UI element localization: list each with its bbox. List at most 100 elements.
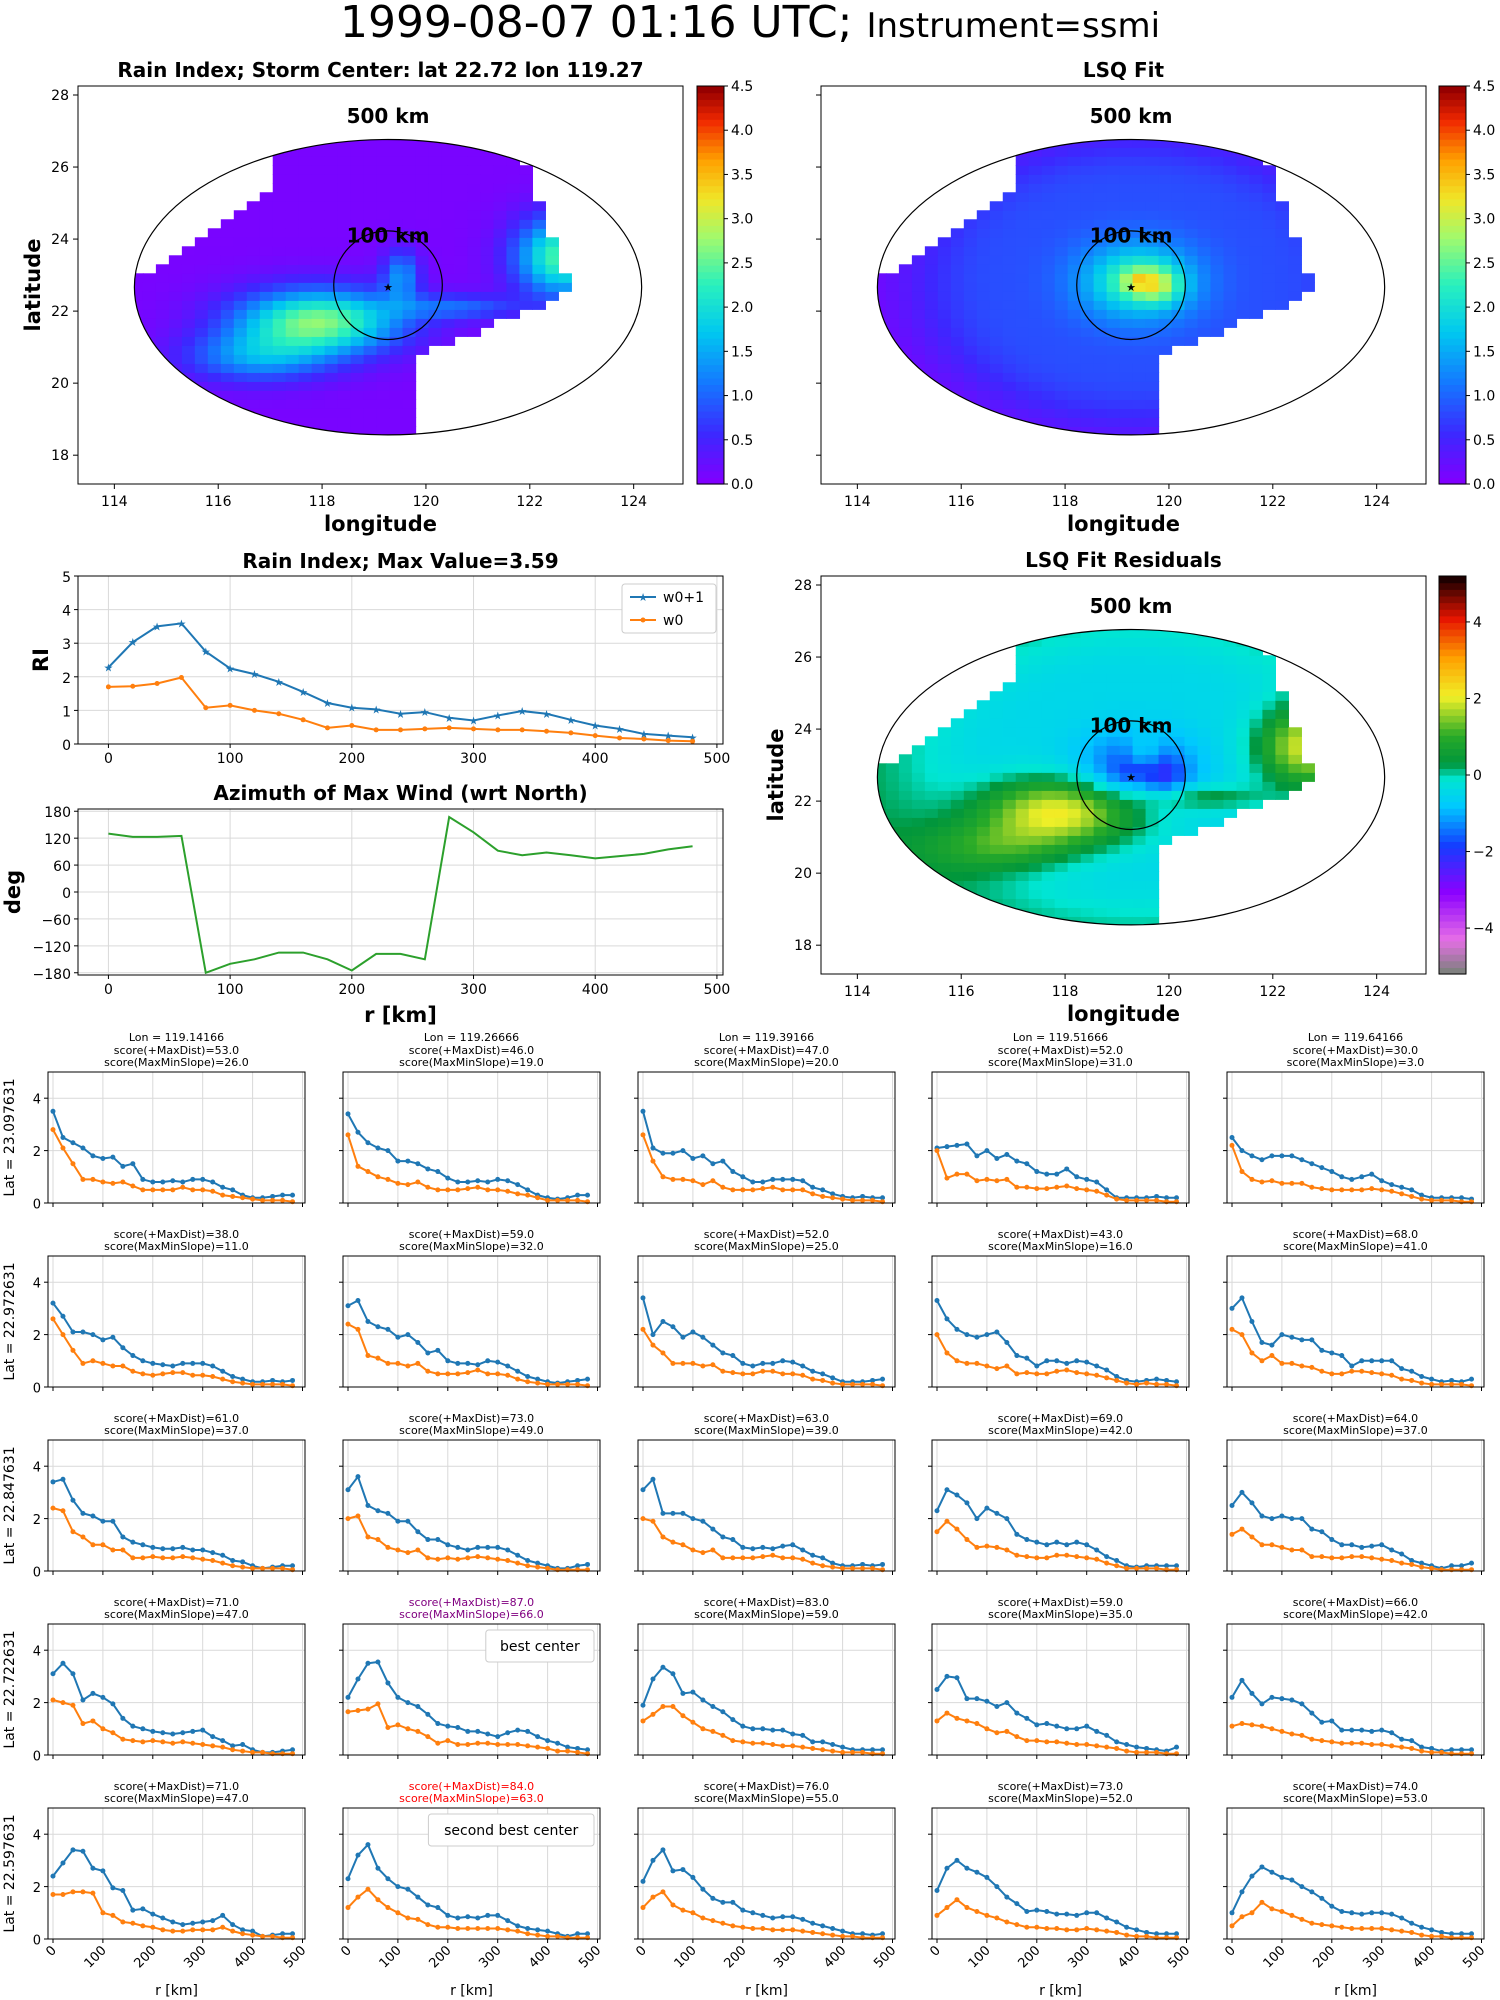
- w0p1-point: [455, 1179, 461, 1185]
- w0p1-point: [220, 1368, 226, 1374]
- map-rain-index-cells: [134, 139, 572, 435]
- w0-point: [1044, 1186, 1050, 1192]
- w0-point: [545, 1933, 551, 1939]
- w0-point: [780, 1187, 786, 1193]
- w0p1-point: [670, 1510, 676, 1516]
- y-tick-label: 1: [62, 704, 71, 720]
- panel-score-maxdist: score(+MaxDist)=30.0: [1293, 1044, 1418, 1057]
- panel-r1-c0-grid: [48, 1256, 305, 1388]
- w0p1-point: [425, 1711, 431, 1717]
- w0p1-point: [1024, 1355, 1030, 1361]
- w0-point: [190, 1740, 196, 1746]
- w0p1-point: [974, 1516, 980, 1522]
- w0-point: [465, 1742, 471, 1748]
- w0-point: [820, 1563, 826, 1569]
- y-tick-label: 120: [44, 832, 71, 848]
- w0-point: [422, 726, 428, 732]
- w0p1-point: [200, 1727, 206, 1733]
- w0p1-point: [1014, 1901, 1020, 1907]
- y-tick-label: 24: [794, 722, 812, 738]
- w0-point: [860, 1749, 866, 1755]
- w0p1-point: [515, 1727, 521, 1733]
- w0p1-point: [760, 1360, 766, 1366]
- w0-point: [974, 1360, 980, 1366]
- w0-point: [974, 1721, 980, 1727]
- panel-r3-c1-frame: [342, 1623, 601, 1756]
- w0p1-point: [1319, 1347, 1325, 1353]
- w0p1-point: [445, 1358, 451, 1364]
- w0-point: [160, 1187, 166, 1193]
- w0p1-point: [495, 1176, 501, 1182]
- w0-point: [495, 1187, 501, 1193]
- w0p1-point: [525, 1728, 531, 1734]
- w0-point: [700, 1182, 706, 1188]
- w0p1-point: [375, 1865, 381, 1871]
- w0p1-point: [690, 1329, 696, 1335]
- w0-point: [150, 1372, 156, 1378]
- w0-point: [760, 1554, 766, 1560]
- w0-point: [1429, 1197, 1435, 1203]
- w0-point: [395, 1360, 401, 1366]
- w0-point: [485, 1555, 491, 1561]
- w0p1-point: [505, 1178, 511, 1184]
- w0p1-line: [642, 1111, 883, 1199]
- w0p1-point: [130, 1539, 136, 1545]
- w0-point: [471, 726, 477, 732]
- w0p1-point: ★: [420, 706, 430, 719]
- w0-point: [465, 1926, 471, 1932]
- w0p1-point: [1004, 1894, 1010, 1900]
- chart-legend: ★ w0+1w0: [621, 583, 717, 634]
- w0p1-point: [455, 1915, 461, 1921]
- w0-point: [160, 1371, 166, 1377]
- w0p1-point: [80, 1697, 86, 1703]
- w0p1-point: [1299, 1516, 1305, 1522]
- w0-point: [670, 1902, 676, 1908]
- x-tick-label: 116: [948, 984, 975, 1000]
- w0-point: [170, 1928, 176, 1934]
- w0p1-point: [680, 1867, 686, 1873]
- w0-point: [1269, 1726, 1275, 1732]
- w0-point: [1299, 1363, 1305, 1369]
- w0-point: [120, 1919, 126, 1925]
- w0p1-point: [830, 1560, 836, 1566]
- w0p1-point: [1309, 1337, 1315, 1343]
- w0-point: [1289, 1180, 1295, 1186]
- w0p1-point: [820, 1923, 826, 1929]
- w0-point: [455, 1556, 461, 1562]
- panel-score-maxminslope: score(MaxMinSlope)=16.0: [988, 1240, 1133, 1253]
- w0p1-point: [700, 1886, 706, 1892]
- w0-point: [250, 1196, 256, 1202]
- w0-line: [1231, 1901, 1472, 1939]
- w0-point: [555, 1381, 561, 1387]
- w0p1-point: [1014, 1710, 1020, 1716]
- w0-point: [690, 1719, 696, 1725]
- w0p1-point: [680, 1148, 686, 1154]
- w0p1-point: [415, 1529, 421, 1535]
- w0-point: [1239, 1169, 1245, 1175]
- map-xlabel: longitude: [1067, 512, 1180, 536]
- w0-point: [200, 1372, 206, 1378]
- w0p1-point: [1114, 1558, 1120, 1564]
- w0-point: [565, 1381, 571, 1387]
- w0-point: [720, 1184, 726, 1190]
- colorbar-tick-label: 3.5: [731, 167, 753, 183]
- w0-point: [1349, 1368, 1355, 1374]
- w0p1-point: [395, 1334, 401, 1340]
- colorbar-tick-label: 2: [1473, 691, 1482, 707]
- w0p1-point: [1229, 1910, 1235, 1916]
- w0-point: [1359, 1554, 1365, 1560]
- w0p1-point: [1094, 1547, 1100, 1553]
- panel-r4-c2: 0 100 200 300 400 500score(+MaxDist)=76.0scor…: [633, 1780, 899, 1999]
- w0-point: [365, 1706, 371, 1712]
- w0-point: [944, 1350, 950, 1356]
- w0p1-point: [200, 1360, 206, 1366]
- w0-point: [505, 1372, 511, 1378]
- y-tick-label: 4: [33, 1829, 41, 1844]
- w0p1-point: [790, 1731, 796, 1737]
- w0-point: [230, 1563, 236, 1569]
- x-tick-label: 500: [871, 1943, 899, 1971]
- w0p1-point: [1104, 1187, 1110, 1193]
- panel-score-maxminslope: score(MaxMinSlope)=25.0: [694, 1240, 839, 1253]
- w0p1-point: [495, 1912, 501, 1918]
